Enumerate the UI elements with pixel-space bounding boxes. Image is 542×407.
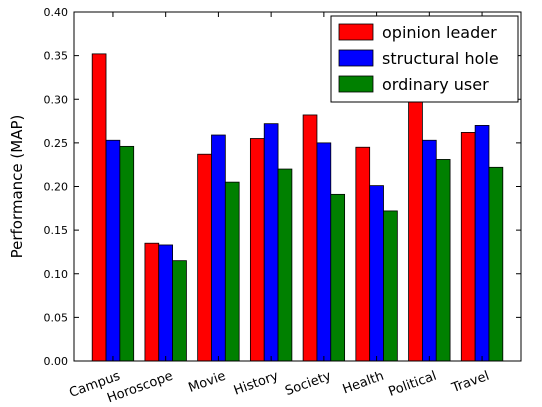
x-tick-label-movie: Movie <box>186 369 227 396</box>
legend-swatch-structural-hole <box>338 49 374 67</box>
bar-structural-hole-history <box>263 123 279 362</box>
bar-structural-hole-movie <box>211 134 226 362</box>
y-tick-label: 0.35 <box>44 50 69 63</box>
y-tick-label: 0.30 <box>44 93 69 106</box>
y-tick-label: 0.40 <box>44 6 69 19</box>
bar-opinion-leader-history <box>249 138 265 362</box>
bars-layer <box>91 53 504 362</box>
bar-ordinary-user-campus <box>119 145 135 362</box>
x-tick-label-political: Political <box>387 369 439 400</box>
x-tick-label-society: Society <box>283 369 333 400</box>
x-tick-label-history: History <box>232 369 281 399</box>
y-axis: 0.00 0.05 0.10 0.15 0.20 0.25 0.30 0.35 0.40 <box>44 6 521 368</box>
legend: opinion leader structural hole ordinary us… <box>330 15 519 103</box>
y-tick-label: 0.25 <box>44 137 69 150</box>
legend-swatch-ordinary-user <box>338 75 374 93</box>
bar-ordinary-user-movie <box>224 181 240 362</box>
bar-structural-hole-political <box>422 139 437 362</box>
y-tick-label: 0.00 <box>44 355 69 368</box>
bar-structural-hole-society <box>316 142 332 362</box>
legend-label-structural-hole: structural hole <box>382 49 499 68</box>
bar-opinion-leader-health <box>355 146 371 362</box>
bar-opinion-leader-political <box>408 100 423 362</box>
legend-swatch-opinion-leader <box>338 23 374 41</box>
bar-opinion-leader-travel <box>460 132 476 362</box>
legend-label-opinion-leader: opinion leader <box>382 23 497 42</box>
x-tick-label-travel: Travel <box>449 369 491 397</box>
bar-opinion-leader-campus <box>91 53 107 362</box>
legend-label-ordinary-user: ordinary user <box>382 75 489 94</box>
y-tick-label: 0.20 <box>44 181 69 194</box>
y-tick-label: 0.15 <box>44 224 69 237</box>
bar-ordinary-user-travel <box>488 166 504 362</box>
bar-ordinary-user-society <box>330 193 346 362</box>
y-axis-label: Performance (MAP) <box>8 115 26 259</box>
y-tick-label: 0.10 <box>44 268 69 281</box>
bar-ordinary-user-horoscope <box>172 260 187 362</box>
bar-structural-hole-horoscope <box>158 244 173 362</box>
y-tick-label: 0.05 <box>44 311 69 324</box>
bar-opinion-leader-horoscope <box>144 242 160 362</box>
bar-structural-hole-campus <box>105 139 121 362</box>
bar-structural-hole-health <box>369 185 384 362</box>
bar-opinion-leader-movie <box>197 153 212 362</box>
bar-ordinary-user-political <box>435 159 451 362</box>
x-tick-label-health: Health <box>341 369 386 398</box>
bar-ordinary-user-health <box>383 210 398 362</box>
bar-opinion-leader-society <box>302 114 318 362</box>
bar-structural-hole-travel <box>474 125 490 362</box>
bar-ordinary-user-history <box>277 168 293 362</box>
